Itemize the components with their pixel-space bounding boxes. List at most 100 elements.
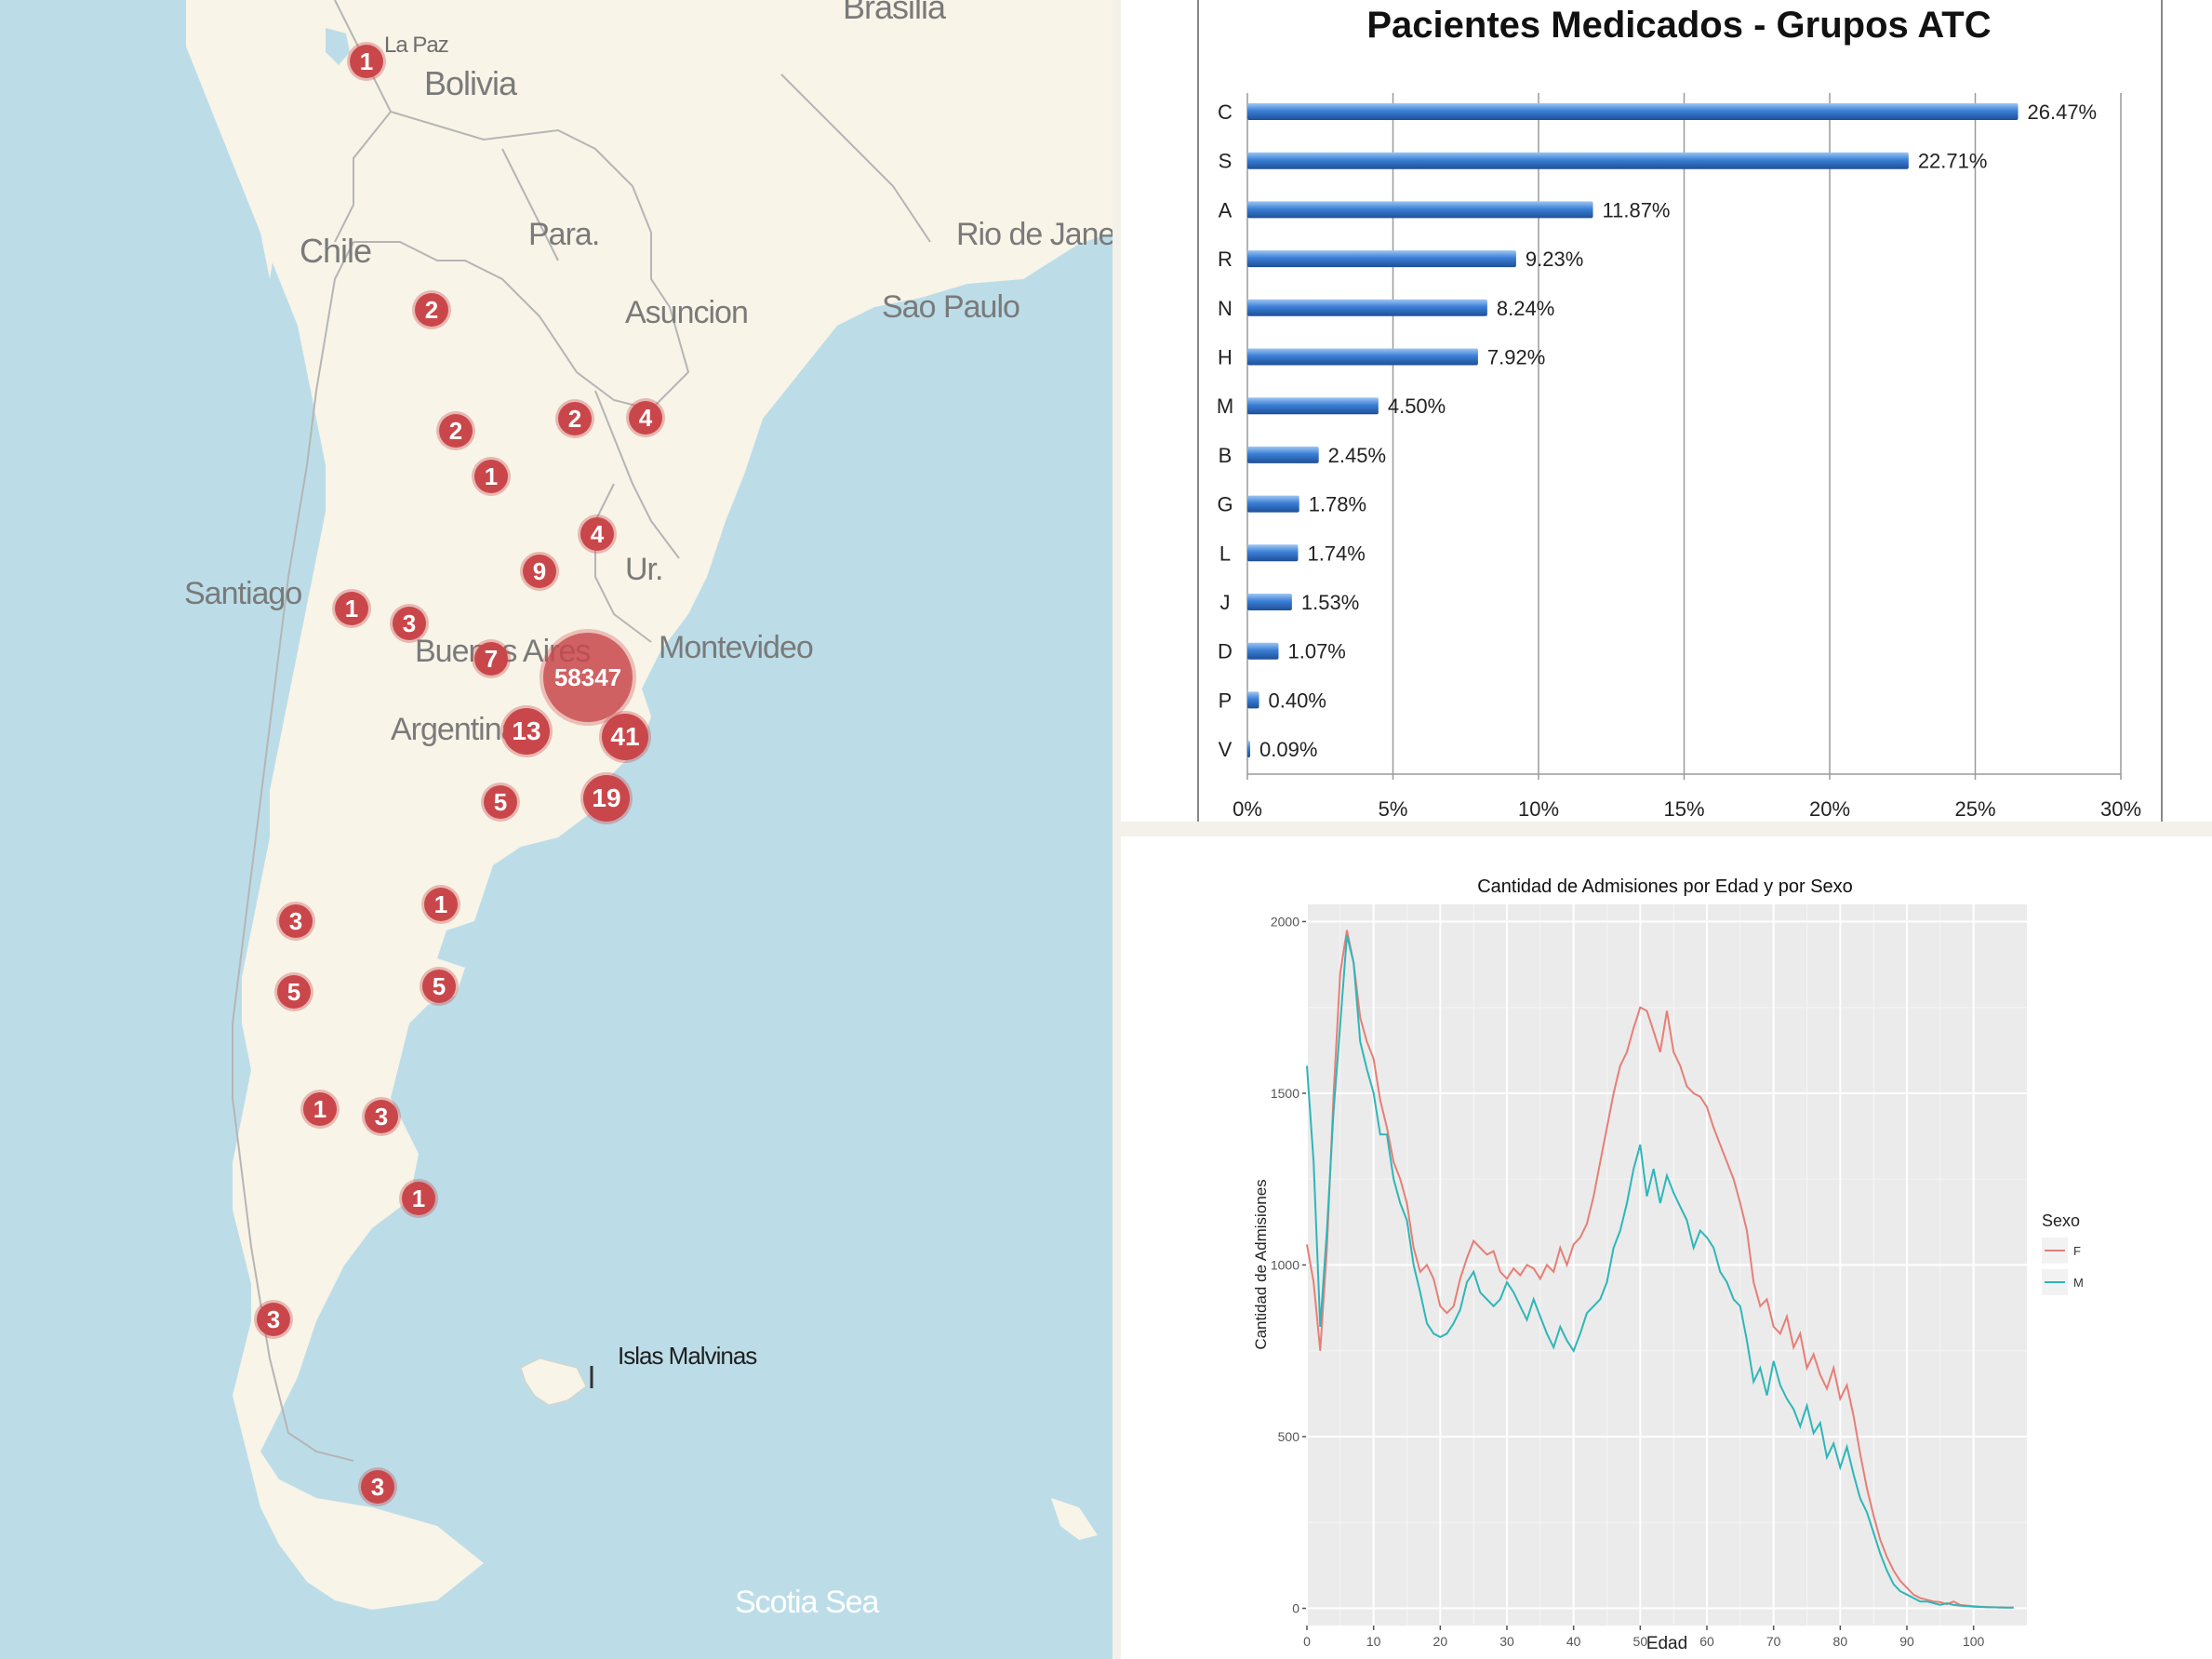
map-place-label: Scotia Sea [735, 1585, 879, 1621]
bar-data-label: 1.74% [1307, 542, 1365, 565]
map-cluster-marker[interactable]: 1 [350, 45, 383, 78]
map-place-label: Chile [300, 232, 372, 271]
map-place-label: Montevideo [659, 630, 814, 666]
bar-data-labels: 26.47% 22.71% 11.87% 9.23% 8.24% 7.92% 4.50% 2.… [1259, 100, 2097, 761]
marker-count: 58347 [553, 662, 622, 691]
line-series-M [1306, 934, 2014, 1609]
map-cluster-marker[interactable]: 3 [257, 1303, 290, 1336]
map-place-label: Ur. [625, 552, 663, 588]
marker-count: 1 [411, 1184, 426, 1212]
line-legend: Sexo F M [2042, 1211, 2084, 1295]
map-cluster-marker[interactable]: 1 [402, 1182, 435, 1215]
line-x-tick-label: 100 [1963, 1634, 1985, 1649]
legend-label: F [2073, 1244, 2081, 1258]
line-y-tick-label: 1500 [1271, 1086, 1299, 1101]
bar-data-label: 22.71% [1918, 150, 1988, 173]
map-cluster-marker[interactable]: 3 [279, 904, 313, 938]
bar-x-tick-label: 30% [2100, 797, 2141, 821]
map-cluster-marker[interactable]: 58347 [543, 633, 633, 722]
marker-count: 13 [512, 716, 541, 745]
bar-category-label: M [1217, 395, 1233, 418]
line-y-axis-label: Cantidad de Admisiones [1252, 1179, 1270, 1349]
bar-grid [1246, 93, 2122, 780]
islas-malvinas-shape [520, 1358, 587, 1406]
marker-count: 7 [484, 644, 499, 673]
marker-count: 3 [402, 609, 417, 637]
marker-count: 2 [424, 295, 439, 324]
map-cluster-marker[interactable]: 13 [503, 708, 550, 755]
marker-count: 2 [448, 416, 463, 445]
bar-C [1247, 103, 2019, 120]
small-island [1051, 1498, 1098, 1540]
map-place-label: Brasilia [843, 0, 946, 27]
map-cluster-marker[interactable]: 3 [393, 607, 426, 640]
marker-count: 3 [370, 1472, 385, 1501]
chile-coast [186, 0, 279, 279]
map-cluster-marker[interactable]: 5 [422, 970, 456, 1003]
bar-B [1247, 446, 1319, 463]
map-cluster-marker[interactable]: 5 [484, 785, 517, 819]
map-cluster-marker[interactable]: 1 [303, 1092, 337, 1126]
map-place-label: Islas Malvinas [618, 1341, 757, 1370]
line-x-tick-label: 30 [1499, 1634, 1514, 1649]
line-x-tick-label: 70 [1766, 1634, 1781, 1649]
legend-title: Sexo [2042, 1211, 2080, 1230]
bar-chart-panel: Pacientes Medicados - Grupos ATC C S A R N H M… [1121, 0, 2212, 822]
map-cluster-marker[interactable]: 3 [365, 1100, 398, 1133]
bar-category-label: G [1217, 493, 1233, 516]
bar-category-labels: C S A R N H M B G L J D P V [1217, 100, 1233, 761]
line-x-tick-label: 10 [1366, 1634, 1381, 1649]
bar-x-tick-label: 25% [1954, 797, 1995, 821]
line-x-tick-label: 0 [1303, 1634, 1311, 1649]
line-series-F [1306, 930, 2014, 1609]
bar-x-tick-label: 20% [1809, 797, 1850, 821]
bar-category-label: N [1218, 297, 1233, 320]
map-cluster-marker[interactable]: 41 [602, 714, 648, 760]
bar-x-tick-label: 5% [1379, 797, 1408, 821]
map-place-label: Rio de Janeiro [956, 217, 1113, 253]
map-cluster-marker[interactable]: 2 [558, 402, 592, 435]
map-place-label: La Paz [384, 32, 449, 58]
bar-data-label: 11.87% [1603, 198, 1671, 221]
map-cluster-marker[interactable]: 1 [335, 592, 368, 625]
map-place-label: Asuncion [625, 295, 749, 331]
bar-category-label: L [1219, 542, 1231, 565]
line-x-tick-labels: 0 10 20 30 40 50 60 70 80 90 100 [1303, 1634, 1984, 1649]
line-x-tick-label: 60 [1699, 1634, 1714, 1649]
marker-count: 19 [592, 783, 621, 812]
line-y-tick-label: 0 [1292, 1601, 1299, 1616]
line-chart-title: Cantidad de Admisiones por Edad y por Se… [1477, 876, 1853, 897]
bar-V [1247, 741, 1250, 758]
map-cluster-marker[interactable]: 2 [415, 293, 448, 327]
bar-D [1247, 642, 1279, 660]
bar-L [1247, 544, 1299, 562]
bar-x-tick-label: 10% [1518, 797, 1559, 821]
map-cluster-marker[interactable]: 2 [439, 414, 473, 448]
map-cluster-marker[interactable]: 7 [474, 642, 508, 676]
line-x-tick-label: 90 [1899, 1634, 1914, 1649]
map-cluster-marker[interactable]: 5 [277, 975, 311, 1009]
admissions-line-chart: Cantidad de Admisiones por Edad y por Se… [1252, 876, 2084, 1653]
map-cluster-marker[interactable]: 4 [629, 401, 662, 435]
bar-M [1247, 397, 1379, 415]
bar-category-label: R [1218, 248, 1233, 271]
bar-series [1247, 103, 2019, 758]
map-cluster-marker[interactable]: 9 [523, 555, 556, 588]
bar-N [1247, 299, 1487, 316]
bar-category-label: A [1219, 198, 1233, 221]
map-panel[interactable]: La Paz Bolivia Brasilia Chile Para. Rio de Ja… [0, 0, 1113, 1659]
bar-H [1247, 348, 1478, 366]
marker-count: 9 [532, 556, 547, 585]
marker-count: 2 [567, 404, 582, 433]
map-cluster-marker[interactable]: 3 [361, 1470, 394, 1504]
map-cluster-marker[interactable]: 19 [583, 775, 630, 822]
map-cluster-marker[interactable]: 1 [424, 888, 458, 921]
marker-count: 3 [374, 1102, 389, 1131]
marker-count: 41 [610, 722, 640, 751]
marker-count: 4 [590, 519, 605, 548]
marker-count: 5 [493, 787, 508, 816]
south-america-land [186, 0, 1113, 1610]
bar-data-label: 8.24% [1497, 297, 1554, 320]
map-cluster-marker[interactable]: 1 [474, 460, 508, 493]
map-cluster-marker[interactable]: 4 [580, 517, 614, 551]
